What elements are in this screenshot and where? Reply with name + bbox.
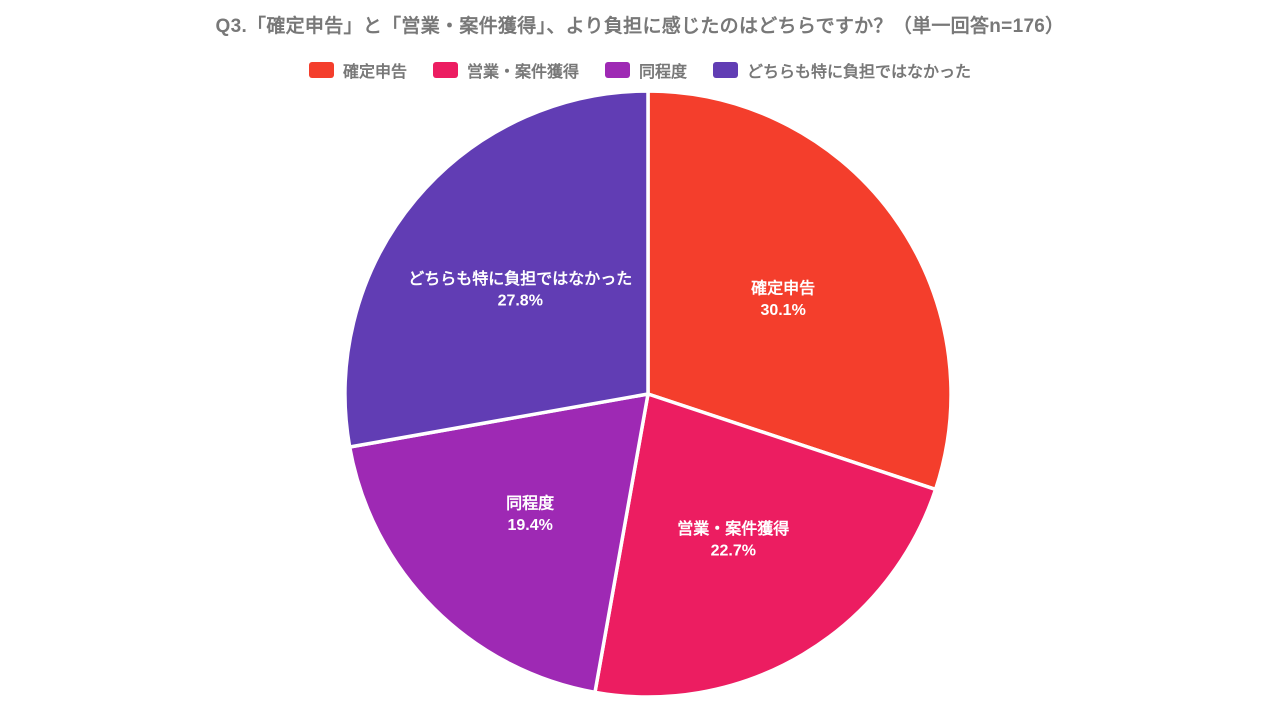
pie-slice-label-1: 確定申告 30.1%	[751, 278, 815, 319]
legend-item-1: 確定申告	[308, 58, 407, 82]
pie-slice-label-2: 営業・案件獲得 22.7%	[677, 519, 789, 560]
legend-item-4: どちらも特に負担ではなかった	[713, 58, 971, 82]
pie-slice-4	[343, 89, 650, 449]
legend-swatch-1	[308, 62, 334, 78]
legend-item-2: 営業・案件獲得	[432, 58, 579, 82]
legend-swatch-4	[713, 62, 739, 78]
legend-item-3: 同程度	[605, 58, 687, 82]
legend-swatch-2	[432, 62, 458, 78]
legend-label-3: 同程度	[639, 64, 688, 81]
legend-label-4: どちらも特に負担ではなかった	[747, 64, 972, 81]
pie-slice-label-4: どちらも特に負担ではなかった 27.8%	[408, 269, 632, 310]
chart-legend: 確定申告 営業・案件獲得 同程度 どちらも特に負担ではなかった	[0, 58, 1280, 82]
pie-slice-label-3: 同程度 19.4%	[506, 494, 555, 535]
legend-label-1: 確定申告	[342, 64, 407, 81]
pie-chart: 確定申告 30.1% 営業・案件獲得 22.7% 同程度 19.4% どちらも特に負担ではな…	[343, 89, 953, 699]
pie-slice-1	[646, 89, 953, 492]
chart-title: Q3.「確定申告」と「営業・案件獲得」、より負担に感じたのはどちらですか？（単一…	[215, 16, 1065, 37]
legend-swatch-3	[605, 62, 630, 78]
pie-slice-3	[347, 392, 650, 695]
pie-slice-2	[593, 392, 938, 699]
legend-label-2: 営業・案件獲得	[466, 64, 579, 81]
